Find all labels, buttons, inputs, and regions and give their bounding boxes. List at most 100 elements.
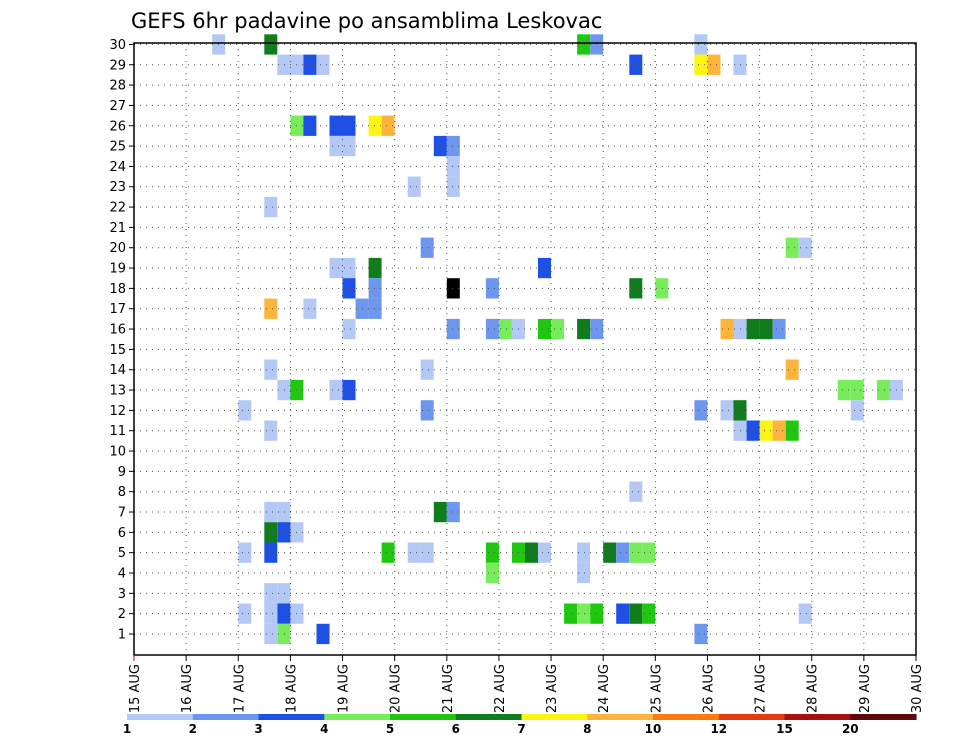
y-tick-label: 24: [109, 160, 126, 175]
precip-cell: [303, 54, 317, 75]
precip-cell: [277, 583, 291, 604]
precip-cell: [642, 603, 656, 624]
y-tick-label: 12: [109, 404, 126, 419]
precip-cell: [485, 318, 499, 340]
y-tick-label: 14: [109, 363, 126, 378]
precip-cell: [629, 481, 643, 502]
precip-cell: [264, 583, 278, 604]
colorbar-swatch: [192, 714, 260, 720]
precip-cell: [746, 420, 760, 441]
y-axis-ticks: 1234567891011121314151617181920212223242…: [109, 38, 134, 643]
y-tick-label: 20: [109, 241, 126, 256]
x-tick-label: 27 AUG: [754, 664, 769, 713]
precip-cell: [342, 135, 356, 157]
colorbar-label: 20: [842, 722, 859, 736]
x-tick-label: 22 AUG: [493, 664, 508, 713]
precip-cell: [264, 603, 278, 624]
precip-cell: [485, 542, 499, 563]
precip-cell: [277, 54, 291, 75]
precip-cell: [629, 603, 643, 624]
colorbar-swatch: [258, 714, 325, 720]
colorbar-label: 1: [123, 722, 131, 736]
colorbar-swatch: [521, 714, 588, 720]
precip-cell: [551, 318, 565, 340]
precip-cell: [342, 257, 356, 279]
colorbar-swatch: [587, 714, 654, 720]
colorbar-swatch: [718, 714, 786, 720]
precip-cell: [785, 359, 799, 380]
precip-cell: [368, 257, 382, 279]
precip-cell: [446, 156, 460, 177]
colorbar-label: 5: [386, 722, 394, 736]
y-tick-label: 8: [118, 485, 126, 500]
chart-title: GEFS 6hr padavine po ansamblima Leskovac: [131, 9, 602, 33]
precip-cell: [850, 400, 864, 421]
precip-cell: [707, 54, 721, 75]
y-tick-label: 29: [109, 58, 126, 73]
precip-cell: [264, 359, 278, 380]
precip-cell: [264, 196, 278, 218]
precip-cell: [577, 542, 591, 563]
y-tick-label: 4: [118, 567, 126, 582]
y-tick-label: 7: [118, 506, 126, 521]
colorbar-label: 7: [517, 722, 525, 736]
x-tick-label: 20 AUG: [389, 664, 404, 713]
y-tick-label: 15: [109, 343, 126, 358]
precip-cell: [238, 542, 252, 563]
precip-cell: [264, 522, 278, 543]
x-axis-ticks: 15 AUG 16 AUG 17 AUG 18 AUG 19 AUG 20 AUG 21 A…: [128, 655, 925, 713]
precip-cell: [446, 501, 460, 523]
precip-cell: [342, 318, 356, 340]
colorbar-label: 6: [452, 722, 460, 736]
precip-cell: [772, 420, 786, 441]
precip-cell: [720, 400, 734, 421]
x-tick-label: 30 AUG: [910, 664, 925, 713]
precip-cell: [538, 257, 551, 279]
precip-cell: [642, 542, 656, 563]
colorbar-swatch: [455, 714, 523, 720]
precip-cell: [629, 278, 643, 299]
y-tick-label: 25: [109, 140, 126, 155]
colorbar: 1 2 3 4 5 6 7 8 10 12 15 20: [123, 714, 917, 736]
colorbar-label: 4: [320, 722, 328, 736]
precip-cell: [277, 623, 291, 645]
precip-cell: [798, 603, 812, 624]
precip-cell: [316, 623, 330, 645]
x-tick-label: 29 AUG: [858, 664, 873, 713]
precip-cell: [564, 603, 578, 624]
y-tick-label: 6: [118, 526, 126, 541]
precip-cell: [446, 318, 460, 340]
precip-cell: [577, 603, 591, 624]
precip-cell: [342, 379, 356, 401]
precip-cell: [342, 115, 356, 136]
precip-cell: [264, 34, 278, 55]
precip-cell: [798, 237, 812, 258]
precip-cell: [850, 379, 864, 401]
x-tick-label: 25 AUG: [649, 664, 664, 713]
precip-cell: [420, 359, 434, 380]
precip-cell: [277, 379, 291, 401]
precip-cell: [446, 176, 460, 197]
x-tick-label: 15 AUG: [128, 664, 143, 713]
precip-cell: [538, 542, 551, 563]
y-tick-label: 17: [109, 302, 126, 317]
precip-cell: [368, 278, 382, 299]
grid-lines: [134, 43, 916, 655]
precip-cell: [420, 237, 434, 258]
precip-cell: [746, 318, 760, 340]
precip-cell: [616, 603, 630, 624]
precip-cell: [485, 562, 499, 584]
precip-cell: [381, 115, 395, 136]
precip-cell: [720, 318, 734, 340]
colorbar-swatch: [850, 714, 917, 720]
colorbar-label: 2: [189, 722, 197, 736]
precip-cell: [264, 501, 278, 523]
precip-cell: [277, 522, 291, 543]
y-tick-label: 21: [109, 221, 126, 236]
y-tick-label: 26: [109, 119, 126, 134]
y-tick-label: 18: [109, 282, 126, 297]
precip-cell: [629, 54, 643, 75]
colorbar-label: 3: [254, 722, 262, 736]
precip-cell: [629, 542, 643, 563]
